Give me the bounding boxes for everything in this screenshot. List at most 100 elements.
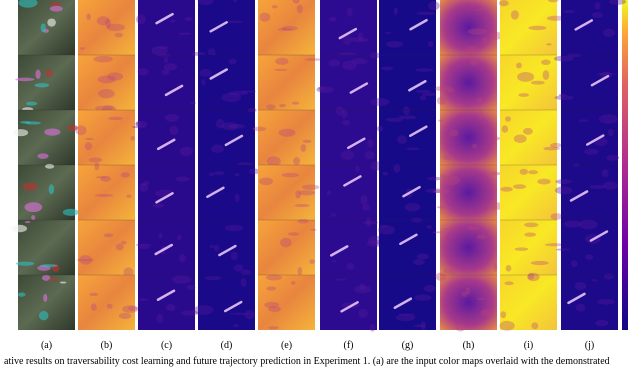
panel-tile [138, 165, 195, 220]
panel [191, 0, 261, 330]
texture [164, 57, 169, 64]
texture [273, 68, 288, 71]
texture [240, 269, 252, 276]
texture [370, 98, 390, 107]
texture [158, 232, 163, 239]
texture [18, 0, 38, 8]
texture [89, 292, 99, 297]
texture [24, 202, 43, 213]
texture [574, 281, 587, 291]
texture [436, 96, 446, 105]
texture [517, 71, 535, 82]
texture [215, 119, 225, 129]
texture [234, 173, 240, 177]
texture [420, 321, 426, 330]
texture [267, 326, 280, 330]
texture [443, 10, 450, 15]
texture [530, 80, 545, 85]
panel-label: (b) [101, 340, 113, 351]
panel-tile [78, 0, 135, 55]
texture [601, 168, 609, 178]
texture [413, 259, 425, 266]
texture [163, 63, 178, 71]
texture [591, 278, 598, 282]
texture [151, 46, 168, 56]
texture [567, 53, 582, 58]
texture [22, 182, 38, 191]
panel-tile [561, 55, 618, 110]
texture [294, 203, 310, 208]
texture [603, 273, 614, 280]
panel-tile [258, 165, 315, 220]
texture [316, 86, 334, 93]
texture [45, 163, 55, 169]
texture [214, 171, 225, 176]
texture [446, 89, 455, 93]
texture [135, 243, 152, 247]
texture [47, 18, 56, 27]
panel-label: (e) [281, 340, 292, 351]
texture [178, 32, 191, 35]
texture [367, 139, 374, 148]
texture [414, 68, 434, 72]
panel-tile [198, 0, 255, 55]
panel-tile [440, 0, 497, 55]
texture [342, 119, 350, 126]
texture [369, 52, 381, 59]
panel-tile [198, 275, 255, 330]
texture [156, 314, 164, 323]
texture [15, 77, 35, 82]
texture [493, 262, 498, 272]
texture [426, 176, 442, 181]
texture [337, 52, 357, 56]
trajectory [590, 74, 610, 87]
texture [584, 148, 599, 155]
texture [138, 298, 149, 301]
texture [441, 175, 461, 186]
texture [358, 32, 363, 42]
texture [385, 31, 391, 35]
trajectory [574, 19, 593, 31]
texture [228, 58, 237, 65]
panel-tile [138, 275, 195, 330]
texture [118, 312, 132, 319]
texture [94, 162, 100, 171]
texture [266, 104, 276, 110]
texture [43, 293, 48, 302]
texture [79, 47, 86, 50]
texture [416, 253, 429, 260]
texture [175, 176, 190, 182]
texture [121, 240, 127, 245]
texture [432, 231, 452, 234]
trajectory [155, 192, 174, 204]
texture [537, 178, 551, 185]
trajectory [224, 134, 244, 147]
texture [609, 0, 627, 5]
texture [476, 97, 483, 103]
panel-tile [198, 220, 255, 275]
texture [426, 225, 433, 229]
texture [480, 309, 495, 317]
trajectory [206, 186, 225, 199]
texture [265, 274, 283, 281]
texture [519, 168, 529, 175]
texture [340, 150, 354, 160]
texture [252, 126, 267, 132]
texture [49, 5, 63, 12]
texture [393, 7, 398, 16]
texture [510, 10, 519, 20]
trajectory [349, 82, 369, 94]
texture [201, 78, 206, 86]
texture [298, 190, 316, 196]
texture [514, 247, 529, 251]
texture [476, 234, 487, 240]
trajectory [154, 243, 173, 256]
texture [157, 53, 172, 57]
panel-tile [379, 55, 436, 110]
texture [346, 263, 355, 270]
texture [543, 146, 560, 151]
panel [498, 0, 566, 331]
texture [461, 291, 468, 297]
texture [376, 125, 384, 132]
texture [385, 117, 404, 123]
